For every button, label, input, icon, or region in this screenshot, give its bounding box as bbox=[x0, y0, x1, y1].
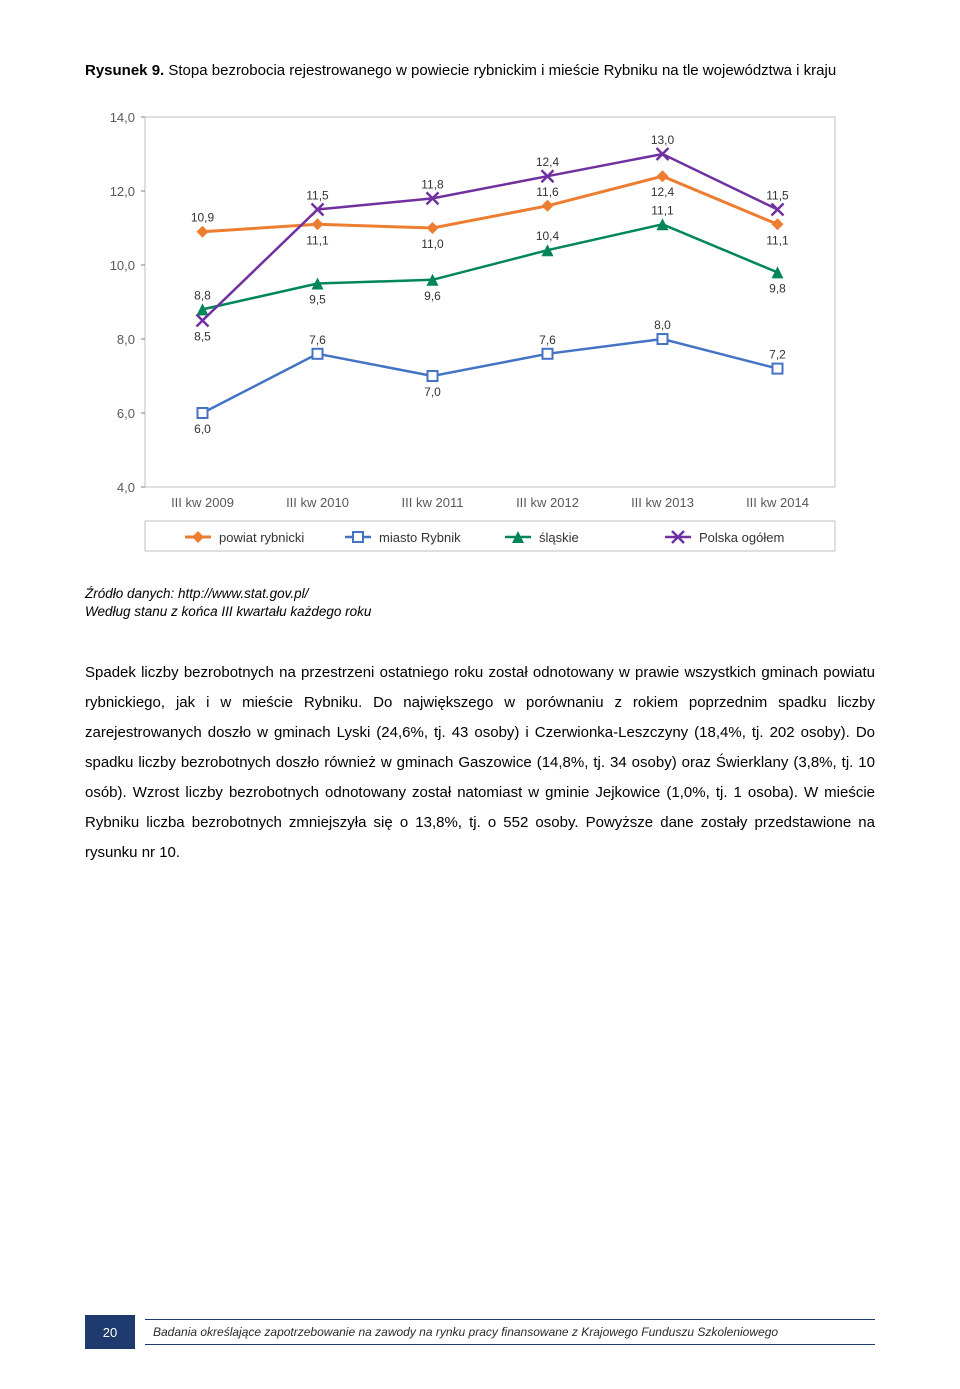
svg-text:7,2: 7,2 bbox=[769, 347, 786, 361]
svg-text:12,4: 12,4 bbox=[536, 155, 560, 169]
svg-text:śląskie: śląskie bbox=[539, 530, 579, 545]
svg-text:7,0: 7,0 bbox=[424, 385, 441, 399]
chart-title: Rysunek 9. Stopa bezrobocia rejestrowane… bbox=[85, 60, 875, 83]
svg-text:III kw 2009: III kw 2009 bbox=[171, 495, 234, 510]
svg-text:III kw 2010: III kw 2010 bbox=[286, 495, 349, 510]
page-number: 20 bbox=[85, 1315, 135, 1349]
svg-text:11,5: 11,5 bbox=[306, 188, 329, 202]
svg-text:6,0: 6,0 bbox=[194, 422, 211, 436]
svg-text:powiat rybnicki: powiat rybnicki bbox=[219, 530, 304, 545]
svg-text:9,6: 9,6 bbox=[424, 288, 441, 302]
svg-text:9,5: 9,5 bbox=[309, 292, 326, 306]
svg-text:III kw 2013: III kw 2013 bbox=[631, 495, 694, 510]
svg-text:III kw 2011: III kw 2011 bbox=[402, 495, 464, 510]
svg-text:8,0: 8,0 bbox=[117, 332, 135, 347]
svg-text:14,0: 14,0 bbox=[110, 110, 135, 125]
svg-text:4,0: 4,0 bbox=[117, 480, 135, 495]
svg-text:10,4: 10,4 bbox=[536, 229, 560, 243]
page: Rysunek 9. Stopa bezrobocia rejestrowane… bbox=[0, 0, 960, 1389]
footer-text: Badania określające zapotrzebowanie na z… bbox=[145, 1319, 875, 1345]
chart-title-prefix: Rysunek 9. bbox=[85, 62, 164, 79]
svg-text:9,8: 9,8 bbox=[769, 281, 786, 295]
svg-text:III kw 2014: III kw 2014 bbox=[746, 495, 809, 510]
svg-text:10,0: 10,0 bbox=[110, 258, 135, 273]
svg-text:7,6: 7,6 bbox=[309, 332, 326, 346]
svg-text:8,5: 8,5 bbox=[194, 329, 211, 343]
svg-text:12,0: 12,0 bbox=[110, 184, 135, 199]
svg-text:7,6: 7,6 bbox=[539, 332, 556, 346]
page-footer: 20 Badania określające zapotrzebowanie n… bbox=[85, 1315, 875, 1349]
svg-text:12,4: 12,4 bbox=[651, 185, 675, 199]
svg-text:11,1: 11,1 bbox=[651, 203, 674, 217]
svg-text:11,5: 11,5 bbox=[766, 188, 789, 202]
chart-source: Źródło danych: http://www.stat.gov.pl/ W… bbox=[85, 585, 875, 623]
svg-text:11,0: 11,0 bbox=[421, 237, 444, 251]
chart-title-text: Stopa bezrobocia rejestrowanego w powiec… bbox=[164, 62, 836, 79]
svg-text:8,0: 8,0 bbox=[654, 318, 671, 332]
svg-text:11,8: 11,8 bbox=[421, 177, 444, 191]
svg-text:11,1: 11,1 bbox=[306, 233, 329, 247]
svg-text:miasto Rybnik: miasto Rybnik bbox=[379, 530, 461, 545]
svg-text:6,0: 6,0 bbox=[117, 406, 135, 421]
source-line2: Według stanu z końca III kwartału każdeg… bbox=[85, 604, 371, 619]
svg-text:III kw 2012: III kw 2012 bbox=[516, 495, 579, 510]
svg-text:13,0: 13,0 bbox=[651, 133, 675, 147]
svg-text:11,1: 11,1 bbox=[766, 233, 789, 247]
svg-text:11,6: 11,6 bbox=[536, 184, 559, 198]
svg-text:10,9: 10,9 bbox=[191, 210, 215, 224]
unemployment-chart: 4,0 6,0 8,0 10,0 12,0 14,0 III kw 2009 III kw 2… bbox=[85, 107, 855, 567]
source-line1: Źródło danych: http://www.stat.gov.pl/ bbox=[85, 586, 308, 601]
svg-text:8,8: 8,8 bbox=[194, 288, 211, 302]
svg-text:Polska ogółem: Polska ogółem bbox=[699, 530, 784, 545]
body-paragraph: Spadek liczby bezrobotnych na przestrzen… bbox=[85, 658, 875, 868]
